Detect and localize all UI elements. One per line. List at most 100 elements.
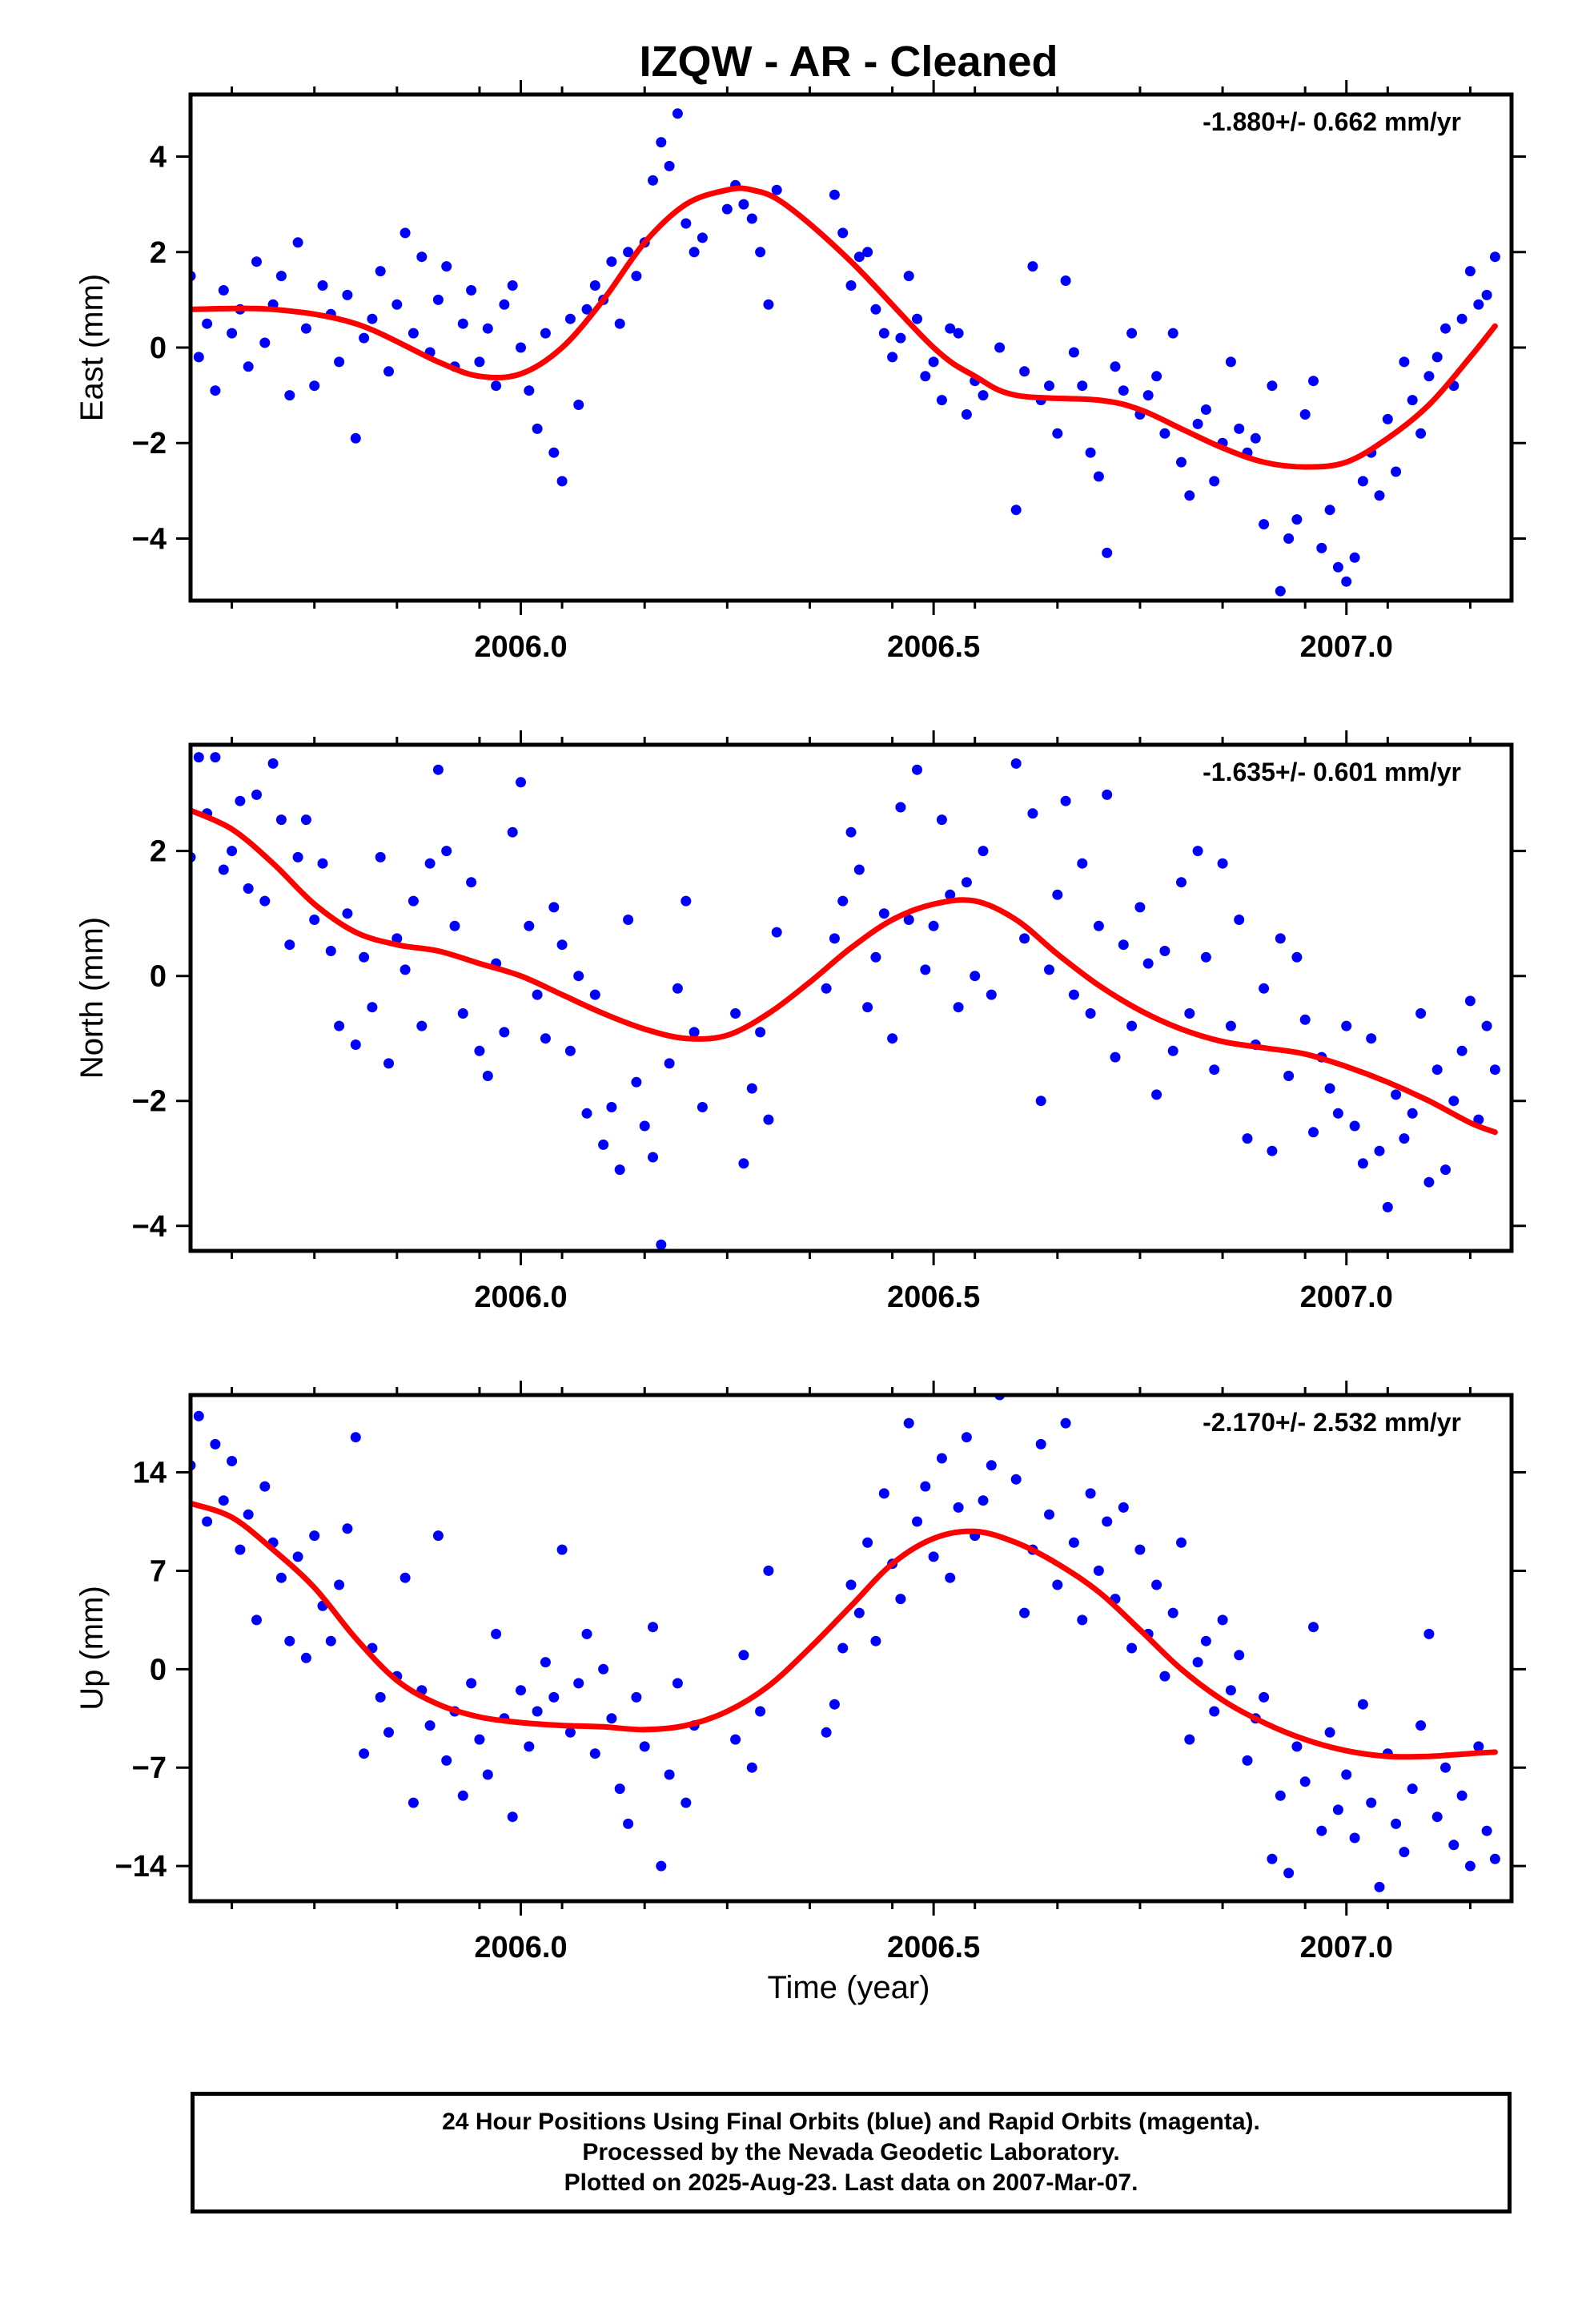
data-point: [1332, 561, 1343, 573]
data-point: [432, 764, 444, 775]
data-point: [259, 337, 271, 348]
data-point: [1234, 423, 1245, 434]
data-point: [1242, 1755, 1253, 1766]
data-point: [540, 1657, 551, 1668]
data-point: [449, 920, 460, 931]
data-point: [623, 915, 634, 925]
data-point: [548, 447, 560, 458]
data-point: [1068, 1537, 1079, 1548]
data-point: [400, 227, 411, 239]
data-point: [623, 247, 634, 258]
data-point: [878, 908, 889, 919]
data-point: [837, 227, 849, 239]
data-point: [1374, 490, 1385, 501]
data-point: [953, 1002, 964, 1013]
data-point: [516, 342, 526, 353]
data-point: [1019, 366, 1030, 377]
data-point: [210, 1438, 221, 1449]
data-point: [193, 752, 204, 763]
data-point: [887, 352, 898, 363]
data-point: [1134, 902, 1146, 913]
data-point: [1044, 380, 1054, 392]
y-tick-label: −4: [132, 522, 167, 556]
data-point: [275, 1572, 287, 1583]
data-point: [416, 1020, 428, 1031]
data-point: [845, 1579, 857, 1590]
data-point: [334, 1579, 345, 1590]
data-point: [1399, 1847, 1410, 1858]
data-point: [383, 1058, 394, 1069]
x-tick-label: 2006.0: [474, 630, 567, 664]
data-point: [730, 1008, 741, 1019]
data-point: [1184, 1008, 1195, 1019]
data-point: [1391, 466, 1402, 477]
y-axis-label: East (mm): [74, 274, 110, 421]
data-point: [1349, 1120, 1360, 1132]
data-point: [564, 1727, 576, 1738]
data-point: [408, 328, 419, 339]
data-point: [1382, 413, 1393, 424]
data-point: [870, 1635, 881, 1647]
footer-line-plotted: Plotted on 2025-Aug-23. Last data on 200…: [564, 2169, 1138, 2196]
data-point: [631, 1076, 642, 1088]
data-point: [648, 1152, 658, 1163]
data-point: [878, 328, 889, 339]
data-point: [581, 1108, 592, 1119]
data-point: [424, 1720, 436, 1731]
data-point: [681, 895, 692, 907]
data-point: [1234, 915, 1245, 925]
data-point: [309, 915, 320, 925]
data-point: [441, 1755, 452, 1766]
data-point: [210, 385, 221, 396]
data-point: [1275, 933, 1286, 944]
data-point: [681, 218, 692, 229]
data-point: [317, 280, 328, 291]
data-point: [1391, 1089, 1402, 1100]
data-point: [589, 1748, 600, 1759]
data-point: [457, 1790, 468, 1801]
data-point: [367, 313, 378, 324]
data-point: [614, 1783, 625, 1795]
data-point: [1052, 1579, 1063, 1590]
data-point: [1299, 409, 1311, 420]
data-point: [564, 1045, 576, 1056]
data-point: [350, 1039, 361, 1050]
data-point: [1217, 858, 1228, 869]
data-point: [1283, 1868, 1295, 1879]
data-point: [573, 1678, 584, 1689]
data-point: [1167, 1045, 1178, 1056]
x-tick-label: 2007.0: [1300, 1931, 1393, 1964]
data-point: [1423, 1628, 1435, 1639]
data-point: [432, 1530, 444, 1542]
data-point: [275, 271, 287, 282]
data-point: [1093, 920, 1104, 931]
data-point: [1167, 1607, 1178, 1618]
data-point: [540, 328, 551, 339]
data-point: [1010, 505, 1022, 516]
data-point: [1085, 1008, 1096, 1019]
data-point: [342, 289, 353, 300]
data-point: [895, 1594, 906, 1605]
data-point: [903, 1417, 914, 1429]
x-tick-label: 2007.0: [1300, 630, 1393, 664]
data-point: [1407, 1108, 1418, 1119]
data-point: [300, 814, 311, 826]
data-point: [862, 1002, 873, 1013]
data-point: [432, 294, 444, 305]
data-point: [1035, 1096, 1046, 1107]
data-point: [953, 1502, 964, 1513]
data-point: [1192, 1657, 1203, 1668]
data-point: [1423, 371, 1435, 382]
data-point: [656, 1239, 667, 1250]
data-point: [292, 851, 303, 862]
data-point: [821, 1727, 832, 1738]
data-point: [978, 1495, 989, 1506]
data-point: [878, 1488, 889, 1499]
data-point: [1456, 313, 1468, 324]
data-point: [251, 789, 262, 800]
data-point: [672, 983, 683, 994]
data-point: [284, 939, 295, 951]
data-point: [672, 1678, 683, 1689]
footer-line-processed: Processed by the Nevada Geodetic Laborat…: [582, 2139, 1120, 2165]
data-point: [1159, 428, 1170, 439]
